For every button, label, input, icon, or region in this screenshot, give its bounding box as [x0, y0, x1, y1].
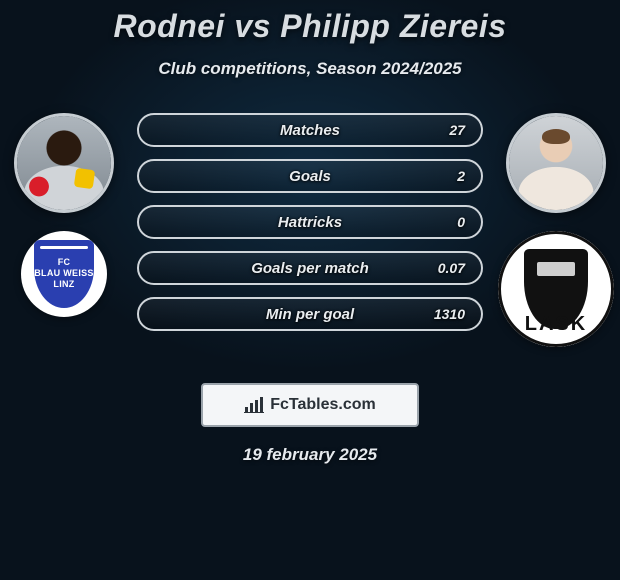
- comparison-card: Rodnei vs Philipp Ziereis Club competiti…: [0, 0, 620, 580]
- left-player-column: FC BLAU WEISS LINZ: [9, 113, 119, 317]
- stat-row-matches: Matches 27: [137, 113, 483, 147]
- right-player-column: LASK: [501, 113, 611, 347]
- club-line: LINZ: [53, 280, 74, 289]
- subtitle: Club competitions, Season 2024/2025: [158, 59, 461, 79]
- date-label: 19 february 2025: [243, 445, 377, 465]
- watermark: FcTables.com: [201, 383, 419, 427]
- left-club-badge: FC BLAU WEISS LINZ: [21, 231, 107, 317]
- stat-row-goals: Goals 2: [137, 159, 483, 193]
- stat-label: Matches: [139, 122, 481, 139]
- stats-column: Matches 27 Goals 2 Hattricks 0 Goals per…: [137, 113, 483, 331]
- stat-label: Goals: [139, 168, 481, 185]
- stat-row-hattricks: Hattricks 0: [137, 205, 483, 239]
- stat-label: Hattricks: [139, 214, 481, 231]
- club-badge-art: FC BLAU WEISS LINZ: [21, 231, 107, 317]
- club-line: BLAU WEISS: [34, 269, 94, 278]
- stat-label: Goals per match: [139, 260, 481, 277]
- right-player-avatar: [506, 113, 606, 213]
- bar-chart-icon: [244, 397, 264, 413]
- avatar-art: [509, 116, 603, 210]
- stat-row-goals-per-match: Goals per match 0.07: [137, 251, 483, 285]
- page-title: Rodnei vs Philipp Ziereis: [113, 8, 506, 45]
- club-shield: FC BLAU WEISS LINZ: [34, 240, 94, 307]
- stat-label: Min per goal: [139, 306, 481, 323]
- stat-row-min-per-goal: Min per goal 1310: [137, 297, 483, 331]
- club-line: FC: [58, 258, 71, 267]
- left-player-avatar: [14, 113, 114, 213]
- main-row: FC BLAU WEISS LINZ Matches 27 Goals 2 Ha…: [0, 113, 620, 347]
- avatar-art: [17, 116, 111, 210]
- club-badge-art: LASK: [498, 231, 614, 347]
- club-code-label: LASK: [501, 313, 611, 336]
- watermark-text: FcTables.com: [270, 396, 376, 414]
- right-club-badge: LASK: [498, 231, 614, 347]
